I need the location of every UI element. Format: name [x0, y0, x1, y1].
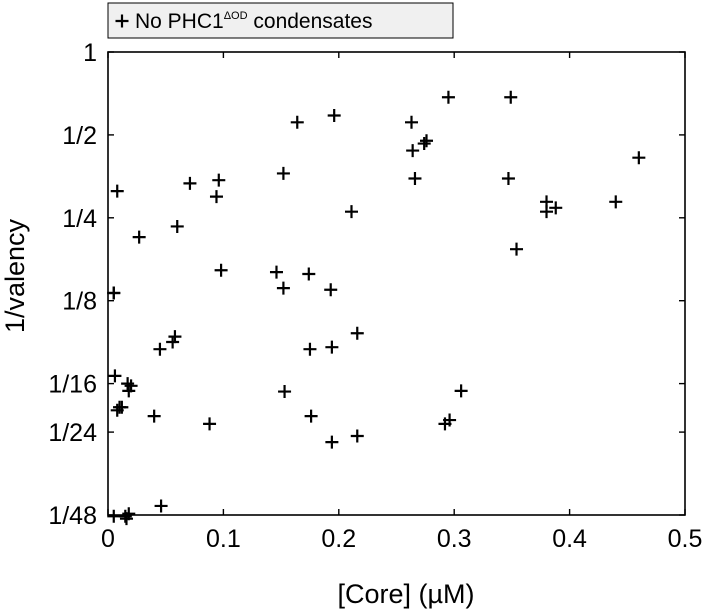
plot-area	[107, 51, 686, 516]
y-tick-label: 1/24	[48, 419, 97, 447]
y-tick-label: 1/2	[62, 122, 97, 150]
x-tick-label: 0	[101, 525, 115, 553]
legend-label: No PHC1ΔOD condensates	[135, 10, 373, 33]
data-point	[327, 108, 341, 122]
legend: No PHC1ΔOD condensates	[107, 2, 454, 39]
data-point	[302, 267, 316, 281]
data-point	[110, 184, 124, 198]
data-point	[510, 242, 524, 256]
y-axis-ticks: 1 1/2 1/4 1/8 1/16 1/24 1/48	[48, 39, 685, 530]
legend-marker	[115, 14, 129, 28]
data-point	[278, 385, 292, 399]
data-point	[276, 166, 290, 180]
data-point	[406, 144, 420, 158]
x-axis-ticks: 0 0.1 0.2 0.3 0.4 0.5	[101, 52, 702, 553]
data-point	[609, 195, 623, 209]
data-markers	[107, 90, 646, 526]
y-tick-label: 1/4	[62, 205, 97, 233]
legend-label-superscript: ΔOD	[224, 10, 248, 22]
data-point	[350, 429, 364, 443]
data-point	[170, 219, 184, 233]
y-tick-label: 1/16	[48, 371, 97, 399]
legend-box	[107, 2, 454, 39]
data-point	[212, 173, 226, 187]
y-tick-label: 1/8	[62, 288, 97, 316]
x-tick-label: 0.4	[552, 525, 587, 553]
x-axis-title: [Core] (µM)	[337, 579, 474, 609]
data-point	[420, 134, 434, 148]
x-tick-label: 0.1	[206, 525, 241, 553]
legend-label-main: No PHC1	[135, 10, 224, 33]
data-point	[290, 115, 304, 129]
y-axis-title: 1/valency	[0, 218, 30, 333]
data-point	[147, 409, 161, 423]
data-point	[168, 330, 182, 344]
data-point	[443, 413, 457, 427]
data-point	[504, 90, 518, 104]
data-point	[122, 384, 136, 398]
data-point	[344, 205, 358, 219]
data-point	[454, 384, 468, 398]
data-point	[115, 400, 129, 414]
data-point	[304, 409, 318, 423]
legend-plus-marker	[115, 14, 129, 28]
data-point	[214, 263, 228, 277]
data-point	[107, 286, 121, 300]
data-point	[632, 151, 646, 165]
data-point	[153, 342, 167, 356]
data-point	[108, 369, 122, 383]
y-tick-label: 1/48	[48, 502, 97, 530]
y-tick-label: 1	[83, 39, 97, 67]
data-point	[350, 326, 364, 340]
data-point	[324, 283, 338, 297]
data-point	[417, 137, 431, 151]
data-point	[549, 201, 563, 215]
data-point	[132, 230, 146, 244]
data-point	[107, 509, 121, 523]
data-point	[408, 172, 422, 186]
data-point	[441, 90, 455, 104]
data-point	[209, 190, 223, 204]
data-point	[501, 172, 515, 186]
data-point	[540, 205, 554, 219]
data-point	[183, 176, 197, 190]
data-point	[276, 281, 290, 295]
data-point	[269, 265, 283, 279]
data-point	[154, 499, 168, 513]
data-point	[405, 115, 419, 129]
data-point	[325, 435, 339, 449]
data-point	[203, 417, 217, 431]
data-point	[303, 342, 317, 356]
x-tick-label: 0.2	[321, 525, 356, 553]
data-point	[122, 507, 136, 521]
legend-label-suffix: condensates	[248, 10, 373, 33]
x-tick-label: 0.3	[437, 525, 472, 553]
data-point	[325, 340, 339, 354]
x-tick-label: 0.5	[668, 525, 703, 553]
